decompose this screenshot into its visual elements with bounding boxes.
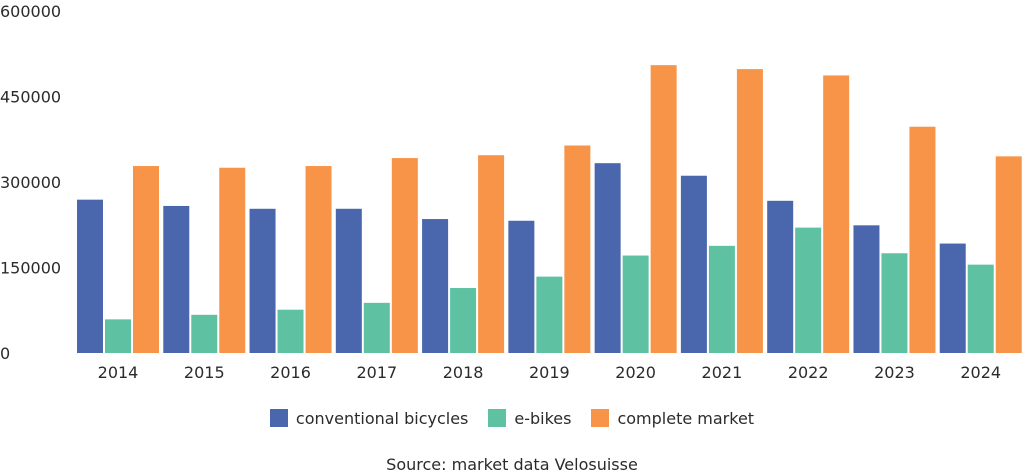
y-tick-label: 0 [0, 344, 10, 363]
bars [77, 65, 1022, 354]
bar-conventional-bicycles-2014 [77, 199, 103, 353]
source-note: Source: market data Velosuisse [386, 455, 638, 474]
bar-e-bikes-2019 [536, 276, 563, 353]
legend-swatch [591, 409, 610, 427]
bar-conventional-bicycles-2020 [594, 163, 621, 353]
bar-conventional-bicycles-2021 [680, 175, 707, 353]
bar-complete-market-2019 [564, 145, 591, 353]
bar-e-bikes-2020 [622, 255, 649, 353]
bar-complete-market-2022 [823, 75, 850, 353]
bar-conventional-bicycles-2015 [163, 205, 190, 353]
x-tick-label: 2014 [98, 363, 139, 382]
legend-label: e-bikes [514, 408, 572, 428]
legend-swatch [488, 409, 507, 427]
x-tick-label: 2022 [788, 363, 829, 382]
x-tick-label: 2023 [874, 363, 915, 382]
legend-item-complete-market: complete market [591, 409, 754, 428]
bar-conventional-bicycles-2018 [422, 219, 449, 353]
bar-conventional-bicycles-2017 [335, 208, 362, 353]
bar-conventional-bicycles-2019 [508, 220, 535, 353]
y-tick-label: 150000 [0, 259, 61, 278]
bar-e-bikes-2022 [795, 227, 822, 353]
bar-complete-market-2014 [133, 166, 159, 353]
bar-complete-market-2015 [219, 167, 246, 353]
bar-complete-market-2016 [305, 166, 332, 353]
bar-e-bikes-2023 [881, 253, 908, 353]
legend-swatch [269, 409, 288, 427]
bar-complete-market-2018 [478, 155, 505, 353]
legend-label: conventional bicycles [295, 408, 469, 428]
legend-item-conventional-bicycles: conventional bicycles [269, 408, 469, 428]
bar-e-bikes-2021 [708, 245, 735, 353]
bar-e-bikes-2016 [277, 309, 304, 353]
legend: conventional bicycles e-bikes complete m… [0, 406, 1024, 430]
y-tick-label: 300000 [0, 173, 61, 192]
x-tick-label: 2020 [615, 363, 656, 382]
bar-complete-market-2023 [909, 126, 936, 354]
x-tick-label: 2024 [960, 363, 1001, 382]
x-axis-ticks: 2014 2015 2016 2017 2018 2019 2020 2021 2022 2023… [98, 363, 1001, 382]
bar-conventional-bicycles-2024 [939, 243, 966, 353]
x-tick-label: 2018 [443, 363, 484, 382]
y-tick-label: 450000 [0, 88, 61, 107]
bar-e-bikes-2024 [967, 264, 994, 353]
x-tick-label: 2015 [184, 363, 225, 382]
bar-complete-market-2017 [391, 158, 418, 353]
bar-conventional-bicycles-2022 [767, 200, 794, 353]
y-tick-label: 600000 [0, 2, 61, 21]
bar-complete-market-2021 [736, 69, 763, 353]
bar-complete-market-2020 [650, 65, 677, 354]
x-tick-label: 2017 [356, 363, 397, 382]
legend-label: complete market [617, 408, 755, 428]
bar-e-bikes-2017 [363, 302, 390, 353]
legend-item-e-bikes: e-bikes [488, 409, 571, 428]
bar-conventional-bicycles-2023 [853, 225, 880, 353]
bar-e-bikes-2015 [191, 314, 218, 353]
x-tick-label: 2021 [702, 363, 743, 382]
bar-e-bikes-2014 [105, 319, 131, 353]
bar-e-bikes-2018 [450, 288, 477, 353]
bar-conventional-bicycles-2016 [249, 208, 276, 353]
x-tick-label: 2016 [270, 363, 311, 382]
x-tick-label: 2019 [529, 363, 570, 382]
bar-complete-market-2024 [995, 156, 1022, 353]
y-axis-ticks: 0 150000 300000 450000 600000 [0, 2, 61, 363]
